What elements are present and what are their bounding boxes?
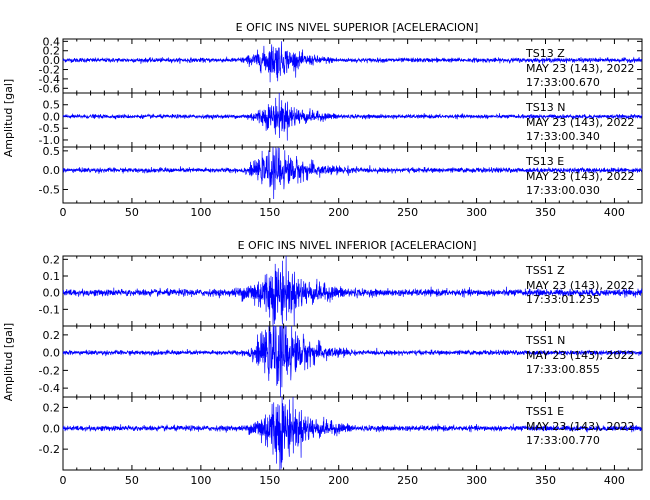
upper-level-record: E OFIC INS NIVEL SUPERIOR [ACELERACION] … [2, 21, 643, 219]
y-tick-label: 0.0 [43, 347, 61, 360]
y-tick-label: -0.2 [39, 364, 60, 377]
time-label: 17:33:00.340 [526, 130, 600, 143]
trace-panel: 0.2 0.0 -0.2 -0.4 TSS1 N MAY 23 (143), 202217… [39, 325, 643, 398]
seismic-trace [62, 396, 643, 471]
y-tick-label: 0.0 [43, 110, 61, 123]
trace-panel: 0.40.20.0-0.2-0.4-0.6 TS13 Z MAY 23 (143),… [39, 35, 643, 95]
y-tick-label: -1.0 [39, 134, 60, 147]
x-tick-label: 50 [125, 474, 139, 487]
station-label: TS13 E [525, 155, 564, 168]
date-label: MAY 23 (143), 2022 [526, 349, 634, 362]
lower-level-record: E OFIC INS NIVEL INFERIOR [ACELERACION] … [2, 239, 643, 487]
date-label: MAY 23 (143), 2022 [526, 279, 634, 292]
x-tick-label: 400 [604, 206, 625, 219]
trace-panel: 0.2 0.0 -0.2 TSS1 E MAY 23 (143), 202217:33:… [39, 396, 643, 471]
y-axis-label-upper: Amplitud [gal] [2, 79, 15, 157]
x-tick-label: 100 [190, 206, 211, 219]
time-label: 17:33:01.235 [526, 293, 600, 306]
x-tick-label: 150 [259, 206, 280, 219]
y-tick-label: 0.2 [43, 329, 61, 342]
seismic-trace [62, 255, 643, 327]
x-tick-label: 400 [604, 474, 625, 487]
date-label: MAY 23 (143), 2022 [526, 116, 634, 129]
y-tick-label: 0.2 [43, 253, 61, 266]
station-label: TS13 Z [525, 47, 565, 60]
x-tick-label: 200 [328, 474, 349, 487]
y-tick-label: -0.6 [39, 82, 60, 95]
x-tick-label: 250 [397, 206, 418, 219]
x-tick-label: 150 [259, 474, 280, 487]
date-label: MAY 23 (143), 2022 [526, 170, 634, 183]
x-tick-label: 300 [466, 206, 487, 219]
y-tick-label: 0.5 [43, 99, 61, 112]
x-tick-label: 0 [60, 474, 67, 487]
seismic-trace [62, 41, 643, 83]
x-tick-label: 250 [397, 474, 418, 487]
y-tick-label: -0.4 [39, 73, 60, 86]
date-label: MAY 23 (143), 2022 [526, 62, 634, 75]
time-label: 17:33:00.770 [526, 434, 600, 447]
y-tick-label: -0.2 [39, 443, 60, 456]
y-tick-label: 0.0 [43, 422, 61, 435]
y-tick-label: 0.2 [43, 401, 61, 414]
chart-title-lower: E OFIC INS NIVEL INFERIOR [ACELERACION] [238, 239, 477, 252]
station-label: TSS1 N [525, 334, 565, 347]
y-tick-label: 0.5 [43, 145, 61, 158]
x-tick-label: 300 [466, 474, 487, 487]
y-tick-label: -0.5 [39, 122, 60, 135]
y-tick-label: -0.2 [39, 64, 60, 77]
chart-title-upper: E OFIC INS NIVEL SUPERIOR [ACELERACION] [236, 21, 479, 34]
y-tick-label: 0.0 [43, 164, 61, 177]
trace-panel: 0.2 0.1 0.0 -0.1 TSS1 Z MAY 23 (143), 202217:… [39, 253, 643, 327]
date-label: MAY 23 (143), 2022 [526, 420, 634, 433]
y-tick-label: -0.4 [39, 382, 60, 395]
y-tick-label: -0.5 [39, 183, 60, 196]
trace-panel: 0.5 0.0 -0.5 TS13 E MAY 23 (143), 202217:33:… [39, 145, 643, 200]
station-label: TSS1 E [525, 405, 564, 418]
time-label: 17:33:00.855 [526, 363, 600, 376]
time-label: 17:33:00.030 [526, 184, 600, 197]
station-label: TSS1 Z [525, 264, 565, 277]
x-tick-label: 200 [328, 206, 349, 219]
y-tick-label: 0.0 [43, 54, 61, 67]
y-axis-label-lower: Amplitud [gal] [2, 323, 15, 401]
x-tick-label: 100 [190, 474, 211, 487]
y-tick-label: -0.1 [39, 303, 60, 316]
x-axis-upper: 0 50 100 150 200 250 300 350 400 [60, 39, 629, 219]
seismic-trace [62, 325, 643, 398]
trace-panel: 0.50.0-0.5-1.0 TS13 N MAY 23 (143), 202217… [39, 92, 643, 147]
time-label: 17:33:00.670 [526, 76, 600, 89]
x-tick-label: 350 [535, 474, 556, 487]
y-tick-label: 0.1 [43, 270, 61, 283]
y-tick-label: 0.2 [43, 45, 61, 58]
x-tick-label: 0 [60, 206, 67, 219]
x-tick-label: 50 [125, 206, 139, 219]
seismic-trace [62, 146, 643, 200]
seismic-trace [62, 92, 643, 141]
y-tick-label: 0.0 [43, 287, 61, 300]
x-tick-label: 350 [535, 206, 556, 219]
x-axis-lower: 0 50 100 150 200 250 300 350 400 [60, 256, 629, 487]
station-label: TS13 N [525, 101, 565, 114]
y-tick-label: 0.4 [43, 35, 61, 48]
